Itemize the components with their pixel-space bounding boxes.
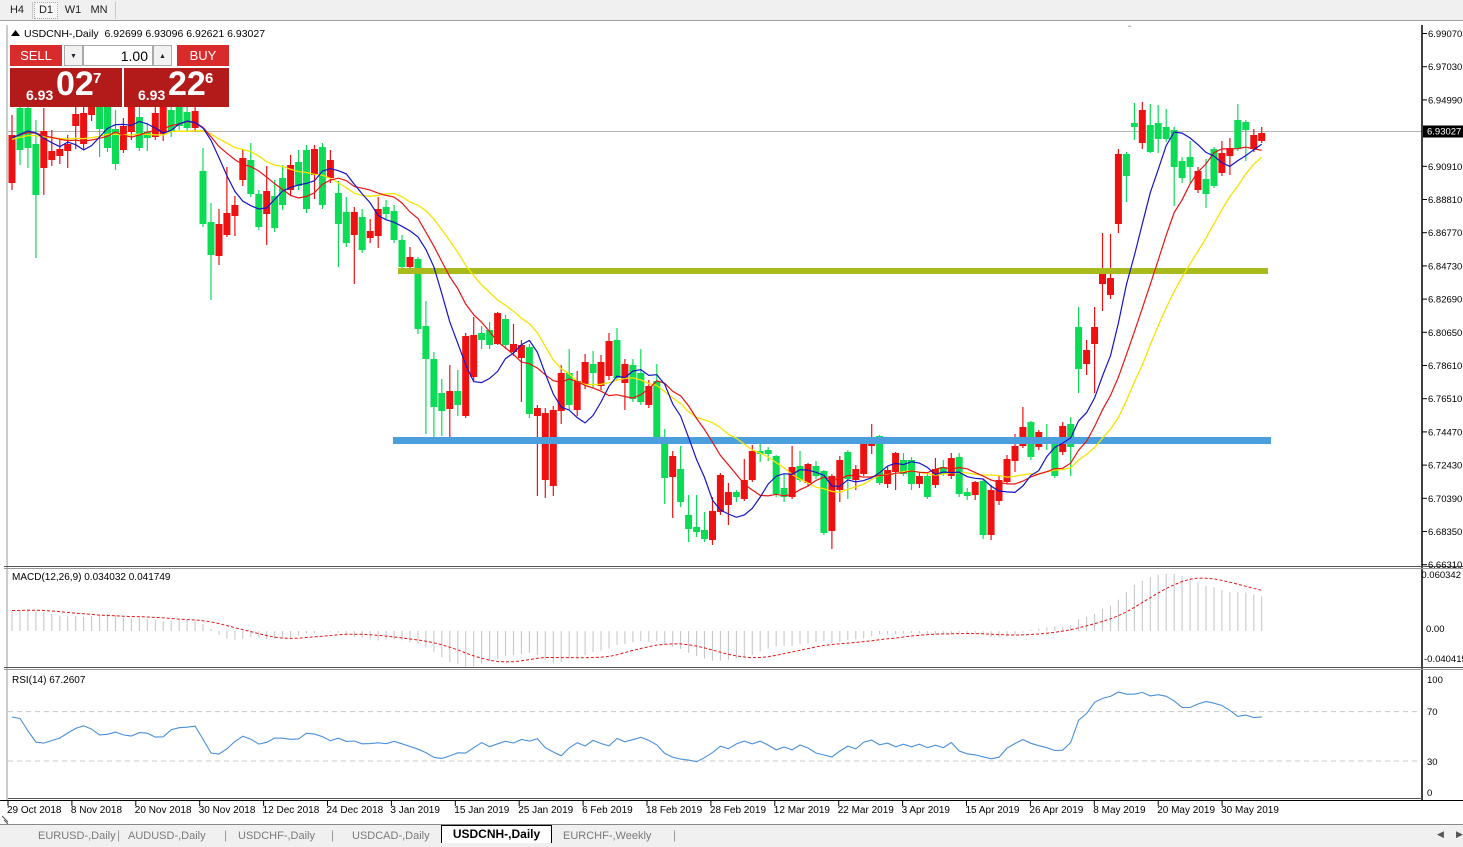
svg-text:70: 70 xyxy=(1427,707,1438,718)
svg-text:30: 30 xyxy=(1427,757,1438,768)
svg-text:18 Feb 2019: 18 Feb 2019 xyxy=(646,805,703,816)
svg-text:20 Nov 2018: 20 Nov 2018 xyxy=(135,805,192,816)
svg-text:6.72430: 6.72430 xyxy=(1428,461,1462,472)
svg-text:15 Apr 2019: 15 Apr 2019 xyxy=(966,805,1020,816)
svg-text:20 May 2019: 20 May 2019 xyxy=(1157,805,1215,816)
svg-text:6.99070: 6.99070 xyxy=(1428,29,1462,40)
svg-text:6.94990: 6.94990 xyxy=(1428,95,1462,106)
svg-text:6.74470: 6.74470 xyxy=(1428,427,1462,438)
svg-text:6.88810: 6.88810 xyxy=(1428,195,1462,206)
svg-text:6.90910: 6.90910 xyxy=(1428,162,1462,173)
svg-text:6.97030: 6.97030 xyxy=(1428,62,1462,73)
svg-text:0.00: 0.00 xyxy=(1426,624,1445,635)
svg-text:6.78610: 6.78610 xyxy=(1428,361,1462,372)
svg-text:6.93027: 6.93027 xyxy=(1427,127,1461,138)
svg-text:6.86770: 6.86770 xyxy=(1428,228,1462,239)
svg-text:ˆ: ˆ xyxy=(1128,24,1132,36)
svg-text:0: 0 xyxy=(1427,788,1432,799)
svg-text:-0.040415: -0.040415 xyxy=(1424,654,1463,665)
svg-text:6.70390: 6.70390 xyxy=(1428,494,1462,505)
svg-text:RSI(14) 67.2607: RSI(14) 67.2607 xyxy=(12,675,86,686)
svg-text:24 Dec 2018: 24 Dec 2018 xyxy=(327,805,384,816)
svg-text:100: 100 xyxy=(1427,675,1443,686)
svg-text:28 Feb 2019: 28 Feb 2019 xyxy=(710,805,767,816)
svg-text:3 Jan 2019: 3 Jan 2019 xyxy=(390,805,440,816)
svg-text:8 Nov 2018: 8 Nov 2018 xyxy=(71,805,123,816)
svg-text:12 Mar 2019: 12 Mar 2019 xyxy=(774,805,831,816)
svg-text:6.68350: 6.68350 xyxy=(1428,527,1462,538)
svg-text:MACD(12,26,9) 0.034032 0.04174: MACD(12,26,9) 0.034032 0.041749 xyxy=(12,572,171,583)
svg-text:6.84730: 6.84730 xyxy=(1428,261,1462,272)
svg-text:3 Apr 2019: 3 Apr 2019 xyxy=(902,805,951,816)
svg-text:0.060342: 0.060342 xyxy=(1421,570,1461,581)
svg-text:30 May 2019: 30 May 2019 xyxy=(1221,805,1279,816)
svg-text:30 Nov 2018: 30 Nov 2018 xyxy=(199,805,256,816)
svg-text:8 May 2019: 8 May 2019 xyxy=(1093,805,1146,816)
svg-text:26 Apr 2019: 26 Apr 2019 xyxy=(1029,805,1083,816)
svg-text:29 Oct 2018: 29 Oct 2018 xyxy=(7,805,62,816)
svg-text:6 Feb 2019: 6 Feb 2019 xyxy=(582,805,633,816)
svg-text:6.80650: 6.80650 xyxy=(1428,328,1462,339)
svg-text:6.66310: 6.66310 xyxy=(1428,560,1462,571)
svg-text:22 Mar 2019: 22 Mar 2019 xyxy=(838,805,895,816)
svg-text:6.76510: 6.76510 xyxy=(1428,394,1462,405)
svg-text:25 Jan 2019: 25 Jan 2019 xyxy=(518,805,573,816)
svg-text:12 Dec 2018: 12 Dec 2018 xyxy=(263,805,320,816)
svg-text:15 Jan 2019: 15 Jan 2019 xyxy=(454,805,509,816)
svg-text:6.82690: 6.82690 xyxy=(1428,295,1462,306)
